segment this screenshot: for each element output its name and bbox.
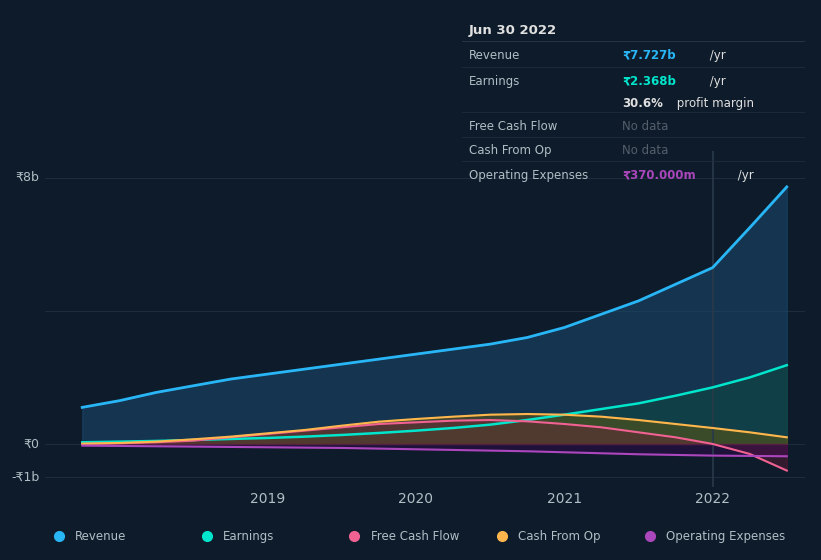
Text: No data: No data xyxy=(622,144,668,157)
Text: profit margin: profit margin xyxy=(672,97,754,110)
Text: Operating Expenses: Operating Expenses xyxy=(469,169,588,182)
Text: Revenue: Revenue xyxy=(75,530,126,543)
Text: Cash From Op: Cash From Op xyxy=(518,530,601,543)
Text: Cash From Op: Cash From Op xyxy=(469,144,551,157)
Text: /yr: /yr xyxy=(706,75,726,88)
Text: /yr: /yr xyxy=(706,49,726,62)
Text: No data: No data xyxy=(622,120,668,133)
Text: Operating Expenses: Operating Expenses xyxy=(666,530,786,543)
Text: ₹7.727b: ₹7.727b xyxy=(622,49,676,62)
Text: Earnings: Earnings xyxy=(469,75,520,88)
Text: Free Cash Flow: Free Cash Flow xyxy=(370,530,459,543)
Text: 30.6%: 30.6% xyxy=(622,97,663,110)
Text: Earnings: Earnings xyxy=(222,530,274,543)
Text: ₹0: ₹0 xyxy=(24,437,39,450)
Text: -₹1b: -₹1b xyxy=(11,471,39,484)
Text: Jun 30 2022: Jun 30 2022 xyxy=(469,24,557,38)
Text: Revenue: Revenue xyxy=(469,49,520,62)
Text: ₹2.368b: ₹2.368b xyxy=(622,75,676,88)
Text: Free Cash Flow: Free Cash Flow xyxy=(469,120,557,133)
Text: /yr: /yr xyxy=(734,169,754,182)
Text: ₹8b: ₹8b xyxy=(16,171,39,184)
Text: ₹370.000m: ₹370.000m xyxy=(622,169,695,182)
